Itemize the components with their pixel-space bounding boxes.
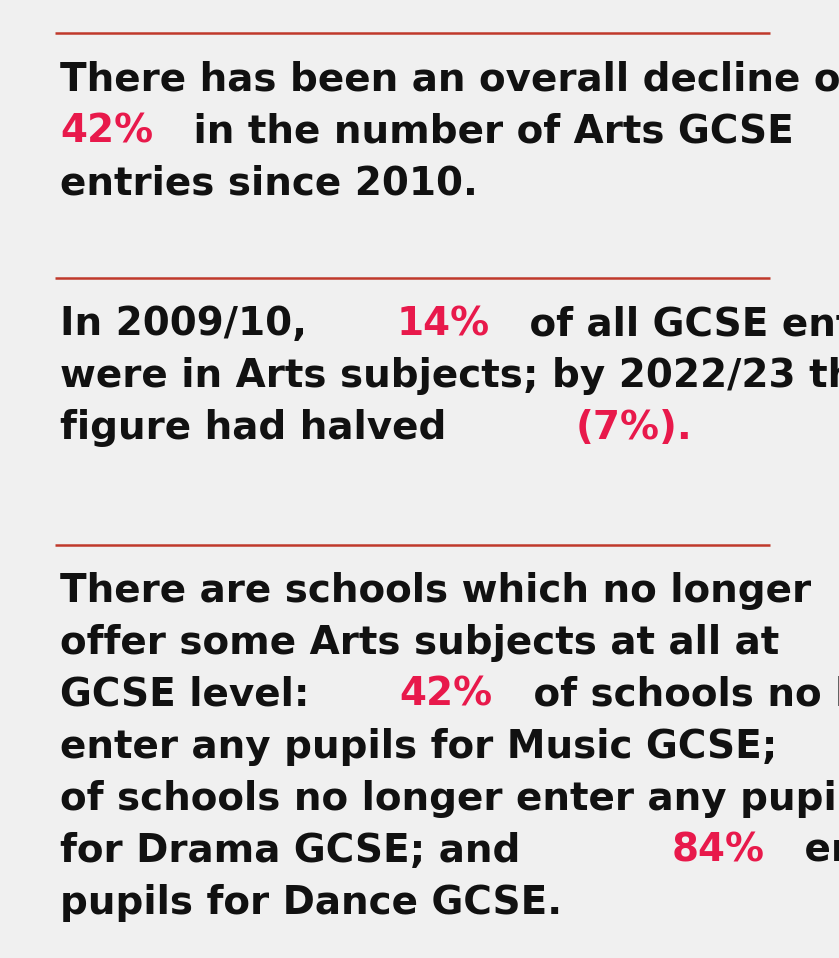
- Text: In 2009/10,: In 2009/10,: [60, 305, 320, 343]
- Text: of schools no longer: of schools no longer: [519, 676, 839, 714]
- Text: 14%: 14%: [396, 305, 489, 343]
- Text: pupils for Dance GCSE.: pupils for Dance GCSE.: [60, 884, 562, 922]
- Text: for Drama GCSE; and: for Drama GCSE; and: [60, 832, 534, 870]
- Text: enter no: enter no: [791, 832, 839, 870]
- Text: entries since 2010.: entries since 2010.: [60, 164, 478, 202]
- Text: (7%).: (7%).: [576, 409, 693, 447]
- Text: There has been an overall decline of: There has been an overall decline of: [60, 60, 839, 98]
- Text: figure had halved: figure had halved: [60, 409, 460, 447]
- Text: There are schools which no longer: There are schools which no longer: [60, 572, 811, 610]
- Text: 42%: 42%: [60, 112, 154, 150]
- Text: GCSE level:: GCSE level:: [60, 676, 323, 714]
- Text: offer some Arts subjects at all at: offer some Arts subjects at all at: [60, 624, 779, 662]
- Text: of all GCSE entries: of all GCSE entries: [516, 305, 839, 343]
- Text: 84%: 84%: [671, 832, 764, 870]
- Text: were in Arts subjects; by 2022/23 the: were in Arts subjects; by 2022/23 the: [60, 357, 839, 395]
- Text: in the number of Arts GCSE: in the number of Arts GCSE: [180, 112, 794, 150]
- Text: enter any pupils for Music GCSE;: enter any pupils for Music GCSE;: [60, 728, 791, 766]
- Text: 42%: 42%: [399, 676, 492, 714]
- Text: of schools no longer enter any pupils: of schools no longer enter any pupils: [60, 780, 839, 818]
